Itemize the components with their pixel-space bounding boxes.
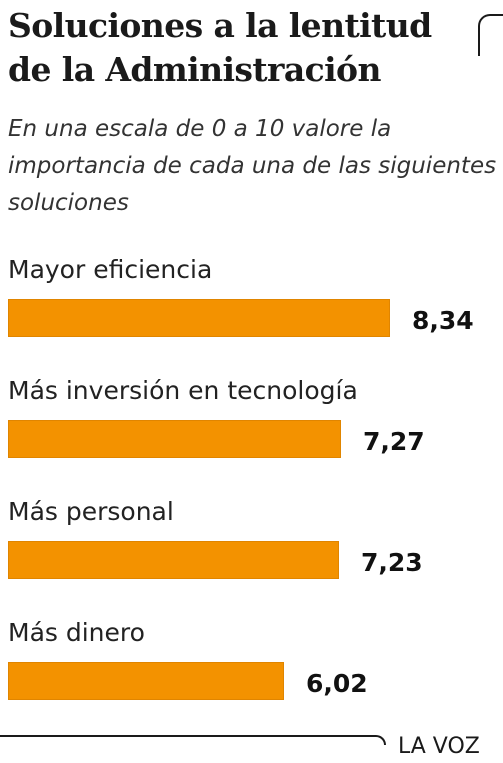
bar	[8, 420, 341, 458]
value-label: 7,23	[361, 548, 423, 577]
chart-subtitle: En una escala de 0 a 10 valore la import…	[8, 116, 497, 216]
chart-title: Soluciones a la lentitud de la Administr…	[8, 6, 432, 89]
value-label: 8,34	[412, 306, 474, 335]
source-credit: LA VOZ	[398, 734, 480, 759]
category-label: Más personal	[8, 497, 174, 526]
bar-chart: Mayor eficiencia 8,34 Más inversión en tec…	[0, 240, 503, 710]
bar	[8, 662, 284, 700]
bar	[8, 299, 390, 337]
footer-rule	[0, 735, 386, 745]
bar	[8, 541, 339, 579]
category-label: Más dinero	[8, 618, 145, 647]
category-label: Más inversión en tecnología	[8, 376, 358, 405]
corner-bracket-decoration	[478, 14, 503, 56]
value-label: 6,02	[306, 669, 368, 698]
category-label: Mayor eficiencia	[8, 255, 213, 284]
value-label: 7,27	[363, 427, 425, 456]
